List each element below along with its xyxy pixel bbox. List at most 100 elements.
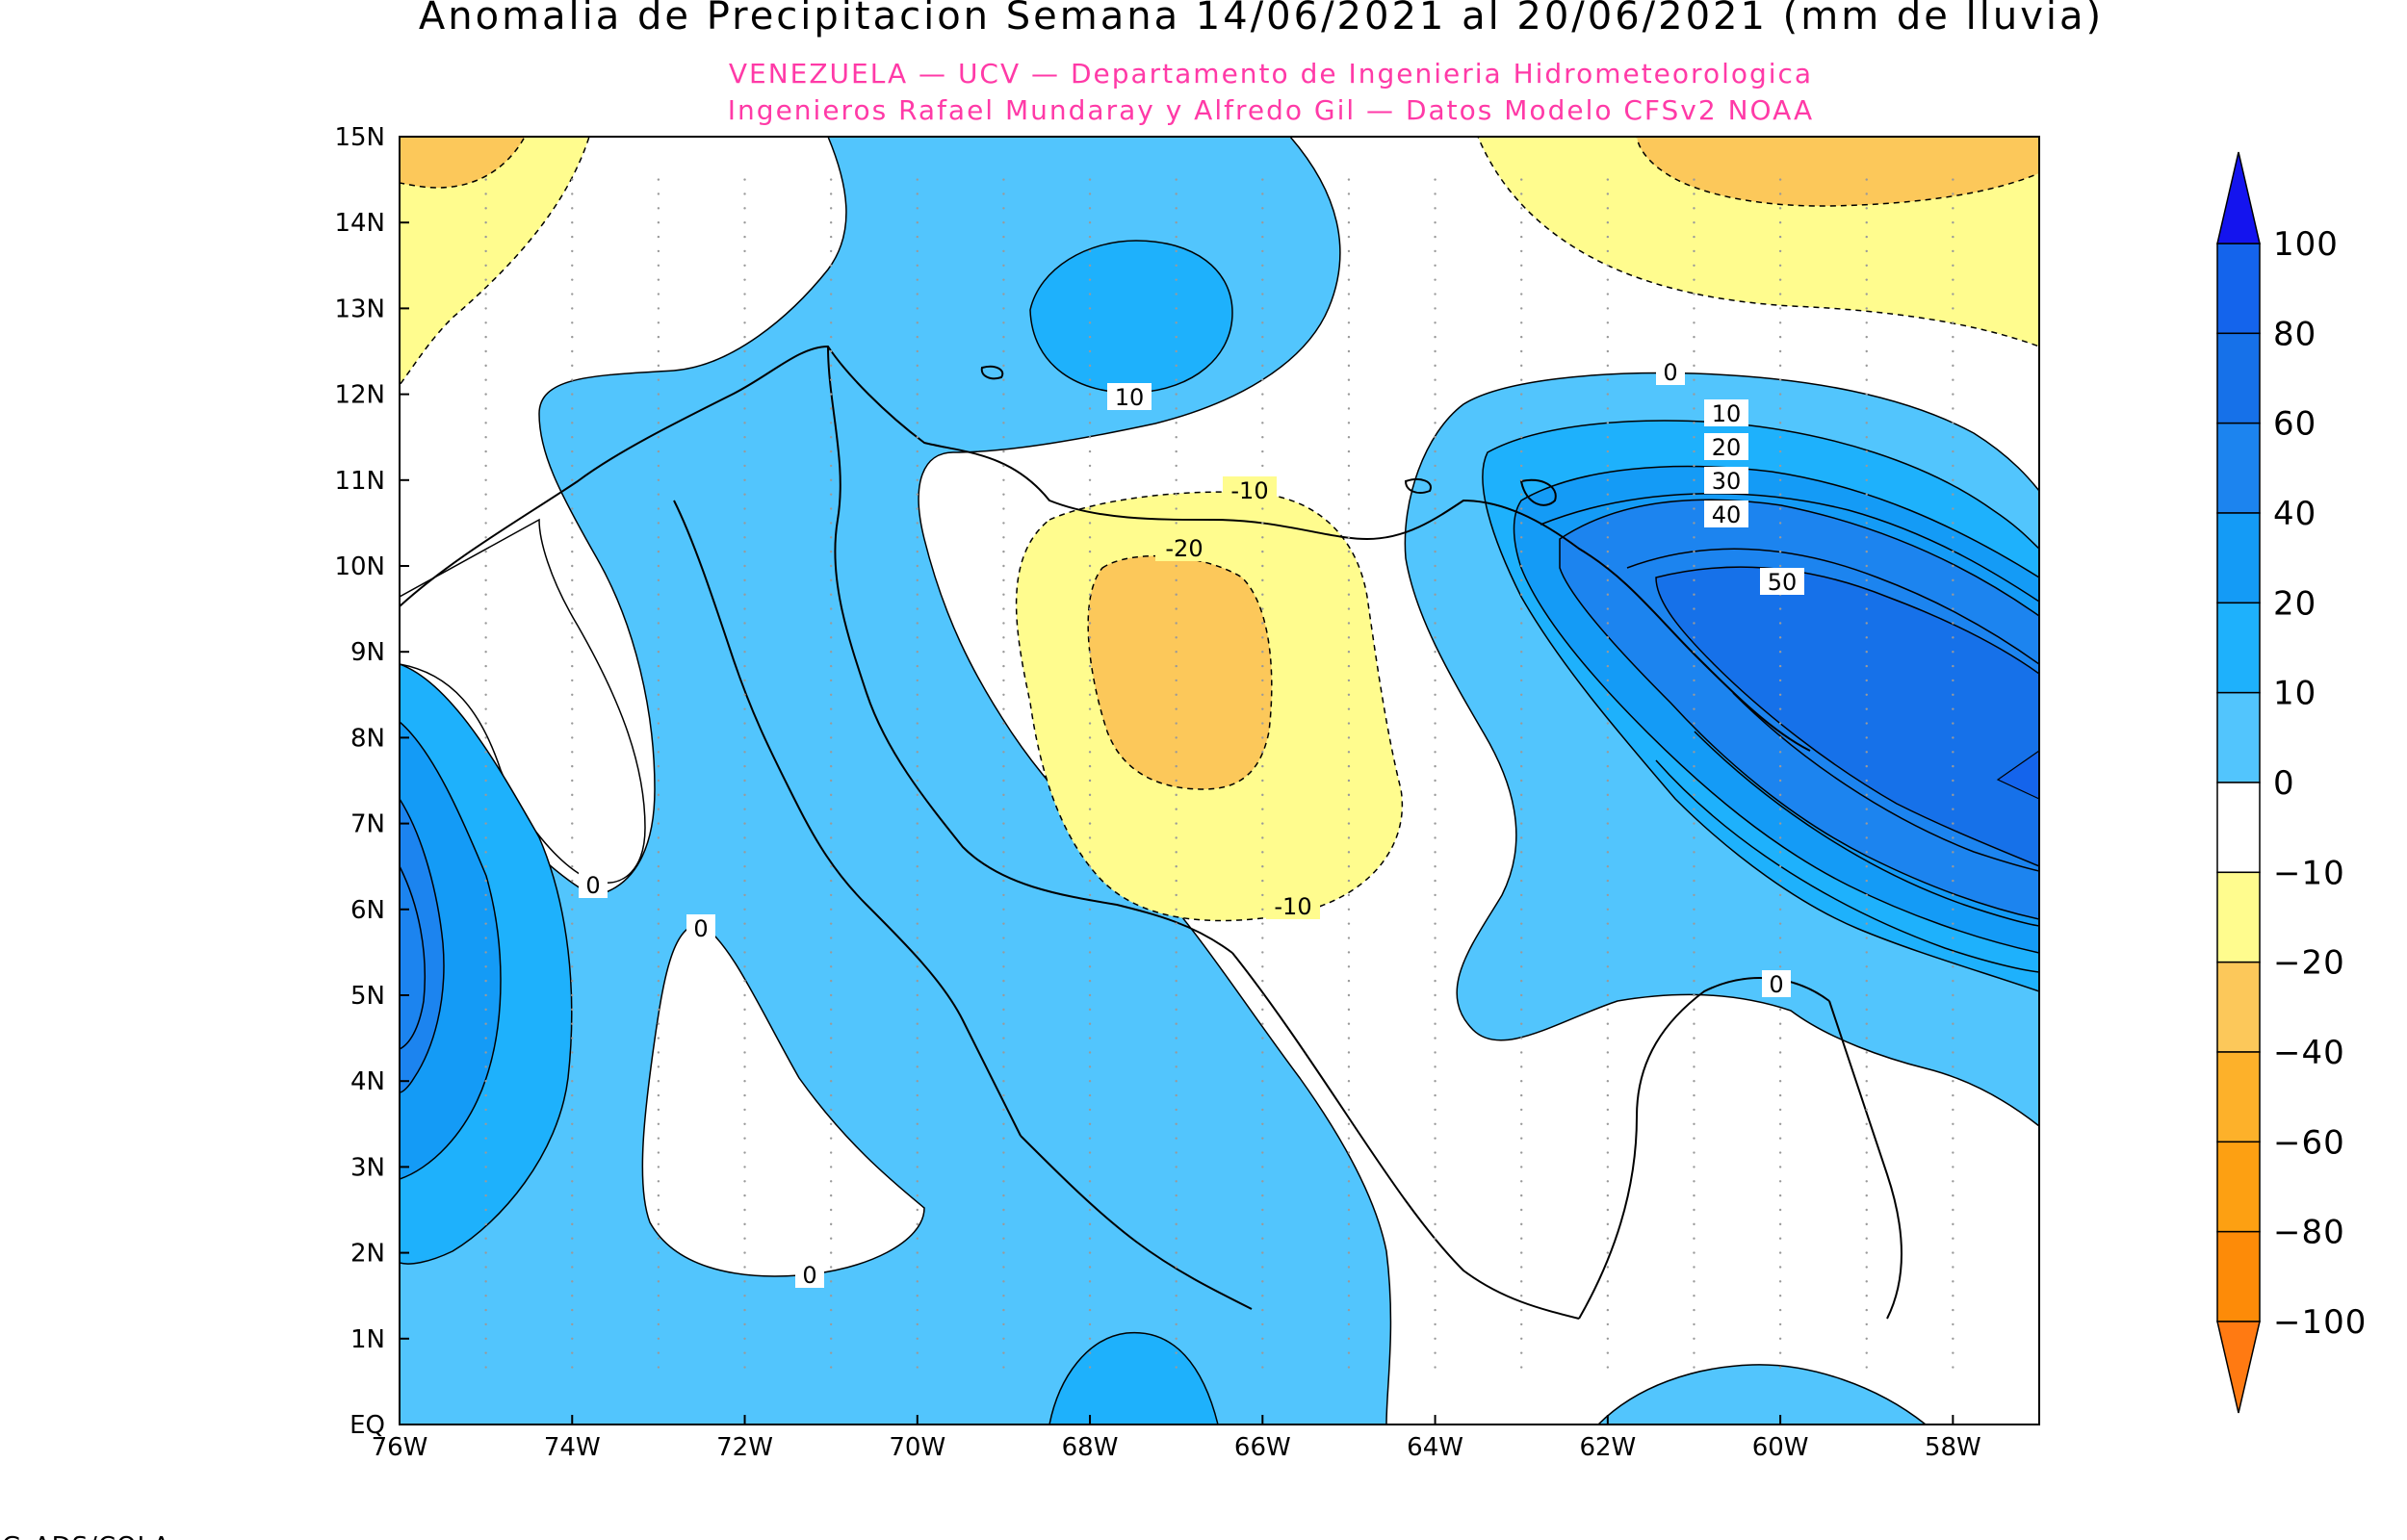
- graticule-dot: [829, 1280, 833, 1283]
- graticule-dot: [1002, 622, 1005, 625]
- graticule-dot: [743, 979, 746, 983]
- graticule-dot: [1002, 464, 1005, 468]
- graticule-dot: [1520, 1180, 1523, 1183]
- graticule-dot: [484, 736, 487, 739]
- graticule-dot: [1002, 965, 1005, 968]
- graticule-dot: [1952, 793, 1954, 797]
- graticule-dot: [1865, 536, 1868, 539]
- graticule-dot: [657, 321, 660, 324]
- graticule-dot: [1002, 651, 1005, 654]
- graticule-dot: [1606, 207, 1610, 210]
- graticule-dot: [571, 1093, 574, 1097]
- graticule-dot: [1520, 879, 1523, 883]
- graticule-dot: [743, 536, 746, 539]
- graticule-dot: [1261, 1080, 1264, 1083]
- graticule-dot: [1865, 793, 1868, 797]
- graticule-dot: [743, 1151, 746, 1154]
- graticule-dot: [1347, 1065, 1351, 1068]
- graticule-dot: [1347, 865, 1351, 868]
- graticule-dot: [1865, 578, 1868, 582]
- graticule-dot: [1175, 1280, 1178, 1283]
- graticule-dot: [916, 922, 919, 925]
- graticule-dot: [1175, 651, 1178, 654]
- graticule-dot: [657, 1222, 660, 1226]
- graticule-dot: [1347, 764, 1351, 768]
- graticule-dot: [1693, 264, 1695, 267]
- graticule-dot: [1175, 722, 1178, 725]
- graticule-dot: [1952, 836, 1954, 839]
- graticule-dot: [1002, 1037, 1005, 1040]
- graticule-dot: [1606, 751, 1610, 754]
- graticule-dot: [1261, 221, 1264, 224]
- graticule-dot: [1175, 622, 1178, 625]
- graticule-dot: [657, 1266, 660, 1269]
- graticule-dot: [1952, 1194, 1954, 1197]
- graticule-dot: [1778, 1237, 1782, 1240]
- graticule-dot: [657, 922, 660, 925]
- graticule-dot: [1693, 793, 1695, 797]
- graticule-dot: [1865, 1194, 1868, 1197]
- coastlines-and-borders: [400, 345, 1902, 1320]
- graticule-dot: [1434, 908, 1436, 911]
- graticule-dot: [1778, 550, 1782, 553]
- graticule-dot: [1434, 422, 1436, 424]
- contour-line-30: [1540, 493, 2039, 603]
- graticule-dot: [1002, 207, 1005, 210]
- graticule-dot: [571, 607, 574, 610]
- graticule-dot: [1606, 1295, 1610, 1297]
- graticule-dot: [1002, 293, 1005, 295]
- legend-label: 20: [2273, 584, 2316, 623]
- graticule-dot: [1088, 1280, 1092, 1283]
- graticule-dot: [916, 364, 919, 368]
- graticule-dot: [1693, 221, 1695, 224]
- graticule-dot: [657, 1022, 660, 1025]
- graticule-dot: [829, 1237, 833, 1240]
- graticule-dot: [916, 636, 919, 639]
- graticule-dot: [484, 779, 487, 783]
- graticule-dot: [1434, 522, 1436, 525]
- graticule-dot: [1347, 651, 1351, 654]
- legend-color-box: [2216, 243, 2261, 335]
- graticule-dot: [1520, 937, 1523, 939]
- graticule-dot: [571, 335, 574, 339]
- legend-color-box: [2216, 871, 2261, 963]
- graticule-dot: [657, 951, 660, 954]
- graticule-dot: [1778, 908, 1782, 911]
- graticule-dot: [657, 578, 660, 582]
- graticule-dot: [1520, 1337, 1523, 1341]
- graticule-dot: [571, 1166, 574, 1168]
- graticule-dot: [484, 1337, 487, 1341]
- graticule-dot: [484, 1065, 487, 1068]
- legend-color-box: [2216, 1141, 2261, 1233]
- graticule-dot: [829, 307, 833, 310]
- graticule-dot: [484, 349, 487, 353]
- graticule-dot: [1606, 478, 1610, 481]
- graticule-dot: [1606, 321, 1610, 324]
- graticule-dot: [1002, 937, 1005, 939]
- graticule-dot: [657, 851, 660, 854]
- lat-tick-label: 3N: [350, 1153, 385, 1182]
- map-title: Anomalia de Precipitacion Semana 14/06/2…: [419, 0, 2104, 38]
- contour-line-east-lower-3: [1655, 759, 2039, 973]
- graticule-dot: [484, 679, 487, 682]
- graticule-dot: [1865, 335, 1868, 339]
- graticule-dot: [743, 1194, 746, 1197]
- graticule-dot: [1952, 564, 1954, 568]
- graticule-dot: [1347, 736, 1351, 739]
- graticule-dot: [571, 679, 574, 682]
- graticule-dot: [1261, 636, 1264, 639]
- graticule-dot: [916, 278, 919, 281]
- graticule-dot: [916, 1266, 919, 1269]
- graticule-dot: [916, 378, 919, 381]
- graticule-dot: [1347, 349, 1351, 353]
- graticule-dot: [916, 1108, 919, 1112]
- graticule-dot: [1261, 993, 1264, 997]
- graticule-dot: [1088, 1051, 1092, 1054]
- graticule-dot: [829, 1166, 833, 1168]
- graticule-dot: [1693, 1295, 1695, 1297]
- graticule-dot: [829, 1194, 833, 1197]
- graticule-dot: [1520, 349, 1523, 353]
- graticule-dot: [1865, 1237, 1868, 1240]
- legend-label: −60: [2273, 1123, 2345, 1162]
- graticule-dot: [1261, 278, 1264, 281]
